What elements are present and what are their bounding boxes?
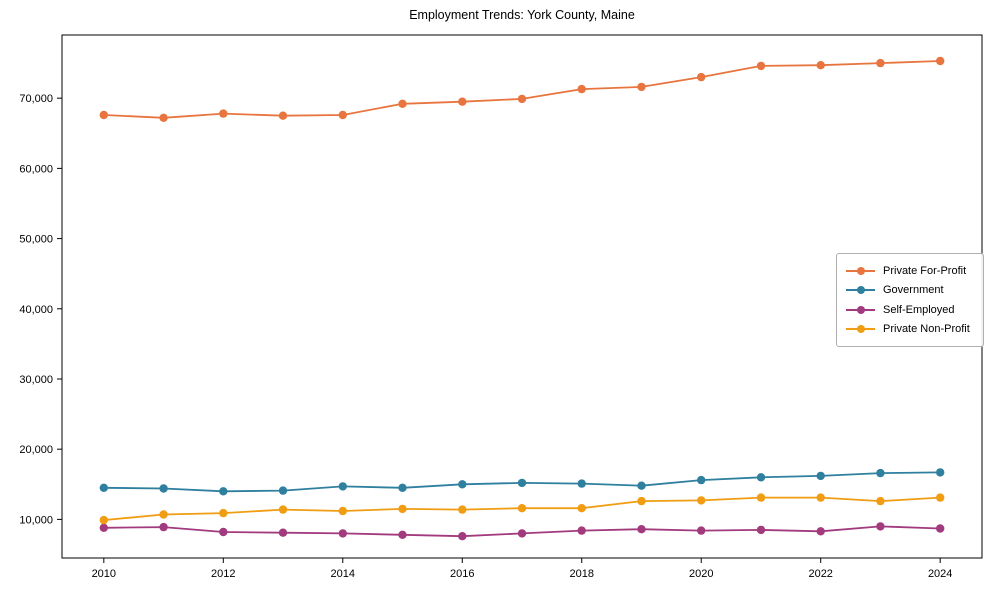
data-point-marker — [936, 56, 945, 66]
data-point-marker — [816, 471, 825, 481]
data-point-marker — [398, 483, 407, 492]
data-point-marker — [458, 532, 467, 541]
data-point-marker — [219, 109, 228, 118]
data-point-marker — [637, 525, 646, 534]
data-point-marker — [398, 530, 407, 539]
data-point-marker — [697, 526, 706, 535]
data-point-marker — [517, 529, 527, 538]
data-point-marker — [816, 493, 825, 502]
data-point-marker — [936, 493, 945, 502]
data-point-marker — [159, 522, 168, 532]
data-point-marker — [278, 505, 288, 514]
legend-item: Private For-Profit — [846, 261, 974, 281]
data-point-marker — [637, 82, 646, 92]
legend-item: Government — [846, 281, 974, 301]
legend-line-marker-icon — [846, 324, 875, 334]
x-tick-label: 2016 — [450, 568, 474, 580]
data-point-marker — [278, 111, 288, 120]
y-tick-label: 30,000 — [19, 374, 53, 386]
x-tick-label: 2020 — [689, 568, 713, 580]
legend-label: Private For-Profit — [883, 264, 967, 277]
data-point-marker — [637, 496, 646, 506]
data-point-marker — [398, 504, 407, 514]
data-point-marker — [697, 496, 706, 505]
legend-line-marker-icon — [846, 305, 875, 315]
data-point-marker — [577, 504, 586, 513]
data-point-marker — [219, 487, 228, 496]
data-point-marker — [219, 508, 228, 518]
y-tick-label: 40,000 — [19, 304, 53, 316]
data-point-marker — [99, 110, 109, 120]
legend: Private For-Profit Government Self-Employe… — [836, 253, 984, 347]
y-tick-label: 20,000 — [19, 444, 53, 456]
data-point-marker — [577, 479, 586, 488]
data-point-marker — [756, 493, 766, 502]
x-tick-label: 2024 — [928, 568, 952, 580]
data-point-marker — [517, 504, 527, 513]
data-point-marker — [577, 526, 586, 535]
data-point-marker — [338, 506, 347, 516]
data-point-marker — [756, 473, 766, 482]
data-point-marker — [338, 529, 347, 538]
data-point-marker — [756, 61, 766, 71]
data-point-marker — [99, 515, 109, 525]
legend-label: Government — [883, 284, 944, 297]
data-point-marker — [458, 505, 467, 514]
data-point-marker — [936, 468, 945, 477]
data-point-marker — [159, 510, 168, 519]
legend-label: Self-Employed — [883, 303, 955, 316]
data-point-marker — [219, 527, 228, 537]
data-point-marker — [577, 84, 586, 94]
data-point-marker — [756, 525, 766, 535]
data-point-marker — [816, 60, 825, 70]
data-point-marker — [338, 482, 347, 491]
x-tick-label: 2018 — [569, 568, 593, 580]
data-point-marker — [876, 496, 885, 506]
data-point-marker — [637, 481, 646, 490]
data-point-marker — [936, 524, 945, 533]
data-point-marker — [458, 97, 467, 106]
chart-title: Employment Trends: York County, Maine — [409, 8, 635, 22]
data-point-marker — [876, 468, 885, 478]
data-point-marker — [99, 523, 109, 532]
y-tick-label: 70,000 — [19, 93, 53, 105]
legend-line-marker-icon — [846, 266, 875, 276]
x-tick-label: 2022 — [808, 568, 832, 580]
data-point-marker — [338, 110, 347, 120]
data-point-marker — [876, 522, 885, 531]
data-point-marker — [99, 483, 109, 492]
legend-label: Private Non-Profit — [883, 323, 970, 336]
data-point-marker — [458, 480, 467, 489]
series-line — [102, 60, 942, 119]
data-point-marker — [278, 528, 288, 537]
data-point-marker — [876, 58, 885, 68]
data-point-marker — [816, 527, 825, 536]
legend-item: Self-Employed — [846, 300, 974, 320]
y-tick-label: 60,000 — [19, 163, 53, 175]
data-point-marker — [159, 113, 168, 123]
data-point-marker — [278, 486, 288, 495]
x-tick-label: 2010 — [92, 568, 116, 580]
data-point-marker — [697, 475, 706, 485]
x-tick-label: 2014 — [331, 568, 355, 580]
data-point-marker — [517, 478, 527, 488]
y-tick-label: 50,000 — [19, 234, 53, 246]
data-point-marker — [517, 94, 527, 104]
data-point-marker — [697, 72, 706, 82]
y-tick-label: 10,000 — [19, 514, 53, 526]
data-point-marker — [398, 99, 407, 109]
legend-item: Private Non-Profit — [846, 320, 974, 340]
legend-line-marker-icon — [846, 285, 875, 295]
x-tick-label: 2012 — [211, 568, 235, 580]
data-point-marker — [159, 484, 168, 493]
